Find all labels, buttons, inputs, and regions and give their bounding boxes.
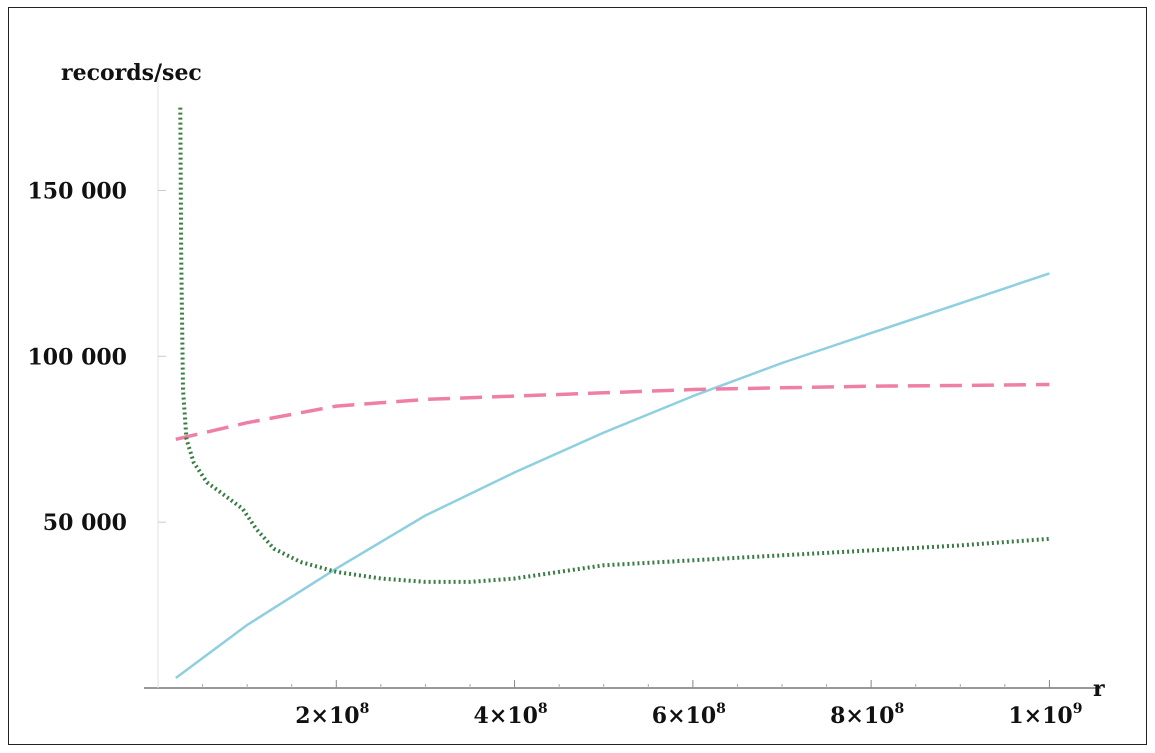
series-line <box>175 272 1050 680</box>
x-tick-label: 2×108 <box>295 701 369 729</box>
ticks-layer: 2×108 4×108 6×108 8×108 1×109 50 000 100 000 15… <box>27 179 1082 730</box>
series-layer <box>175 107 1050 680</box>
x-tick-label: 6×108 <box>652 701 726 729</box>
axes-layer <box>144 78 1101 689</box>
y-tick-label: 150 000 <box>27 179 127 205</box>
x-axis-title: r <box>1093 676 1105 702</box>
series-2 <box>175 382 1050 442</box>
x-tick-label: 1×109 <box>1008 701 1082 729</box>
series-line <box>175 382 1050 442</box>
series-1 <box>175 272 1050 680</box>
x-tick-label: 4×108 <box>474 701 548 729</box>
x-tick-label: 8×108 <box>830 701 904 729</box>
series-line <box>178 107 1050 584</box>
line-chart: 2×108 4×108 6×108 8×108 1×109 50 000 100 000 15… <box>27 60 1105 730</box>
y-tick-label: 100 000 <box>27 344 127 370</box>
y-tick-label: 50 000 <box>43 510 127 536</box>
y-axis-title: records/sec <box>61 60 202 86</box>
chart-frame: 2×108 4×108 6×108 8×108 1×109 50 000 100 000 15… <box>8 7 1147 745</box>
series-3 <box>178 107 1050 584</box>
